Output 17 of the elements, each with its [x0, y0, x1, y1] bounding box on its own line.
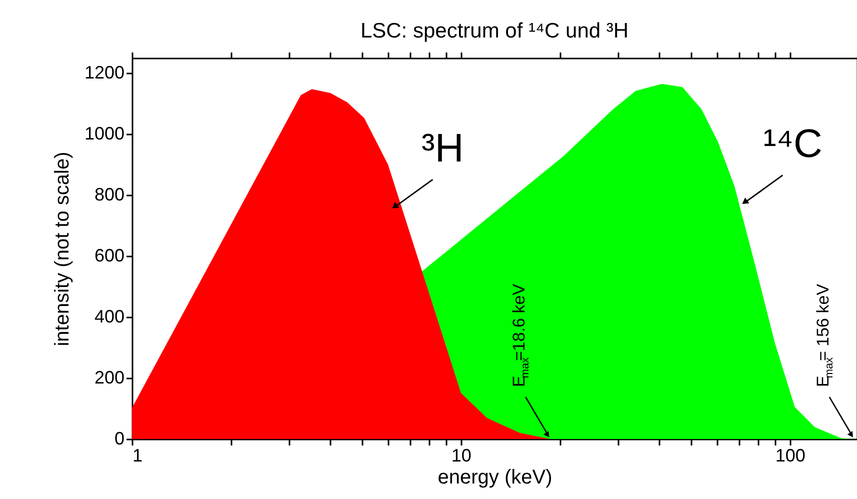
y-tick-label: 600: [94, 246, 124, 266]
y-tick-label: 400: [94, 306, 124, 327]
x-tick-label: 100: [775, 446, 806, 466]
y-tick-label: 800: [94, 184, 124, 205]
y-tick-label: 1000: [84, 124, 124, 144]
annotation: Emax=18.6 keV: [510, 283, 532, 387]
y-tick-label: 1200: [84, 62, 124, 83]
y-tick-label: 200: [94, 368, 124, 388]
x-tick-label: 1: [132, 446, 143, 466]
series-label: ³H: [422, 126, 464, 171]
y-axis-title: intensity (not to scale): [51, 152, 74, 346]
x-tick-label: 10: [451, 446, 472, 466]
x-axis-title: energy (keV): [438, 466, 552, 488]
chart-title: LSC: spectrum of ¹⁴C und ³H: [360, 19, 629, 42]
y-tick-label: 0: [114, 428, 124, 448]
annotation: Emax= 156 keV: [813, 283, 836, 387]
series-label: ¹⁴C: [762, 122, 822, 166]
